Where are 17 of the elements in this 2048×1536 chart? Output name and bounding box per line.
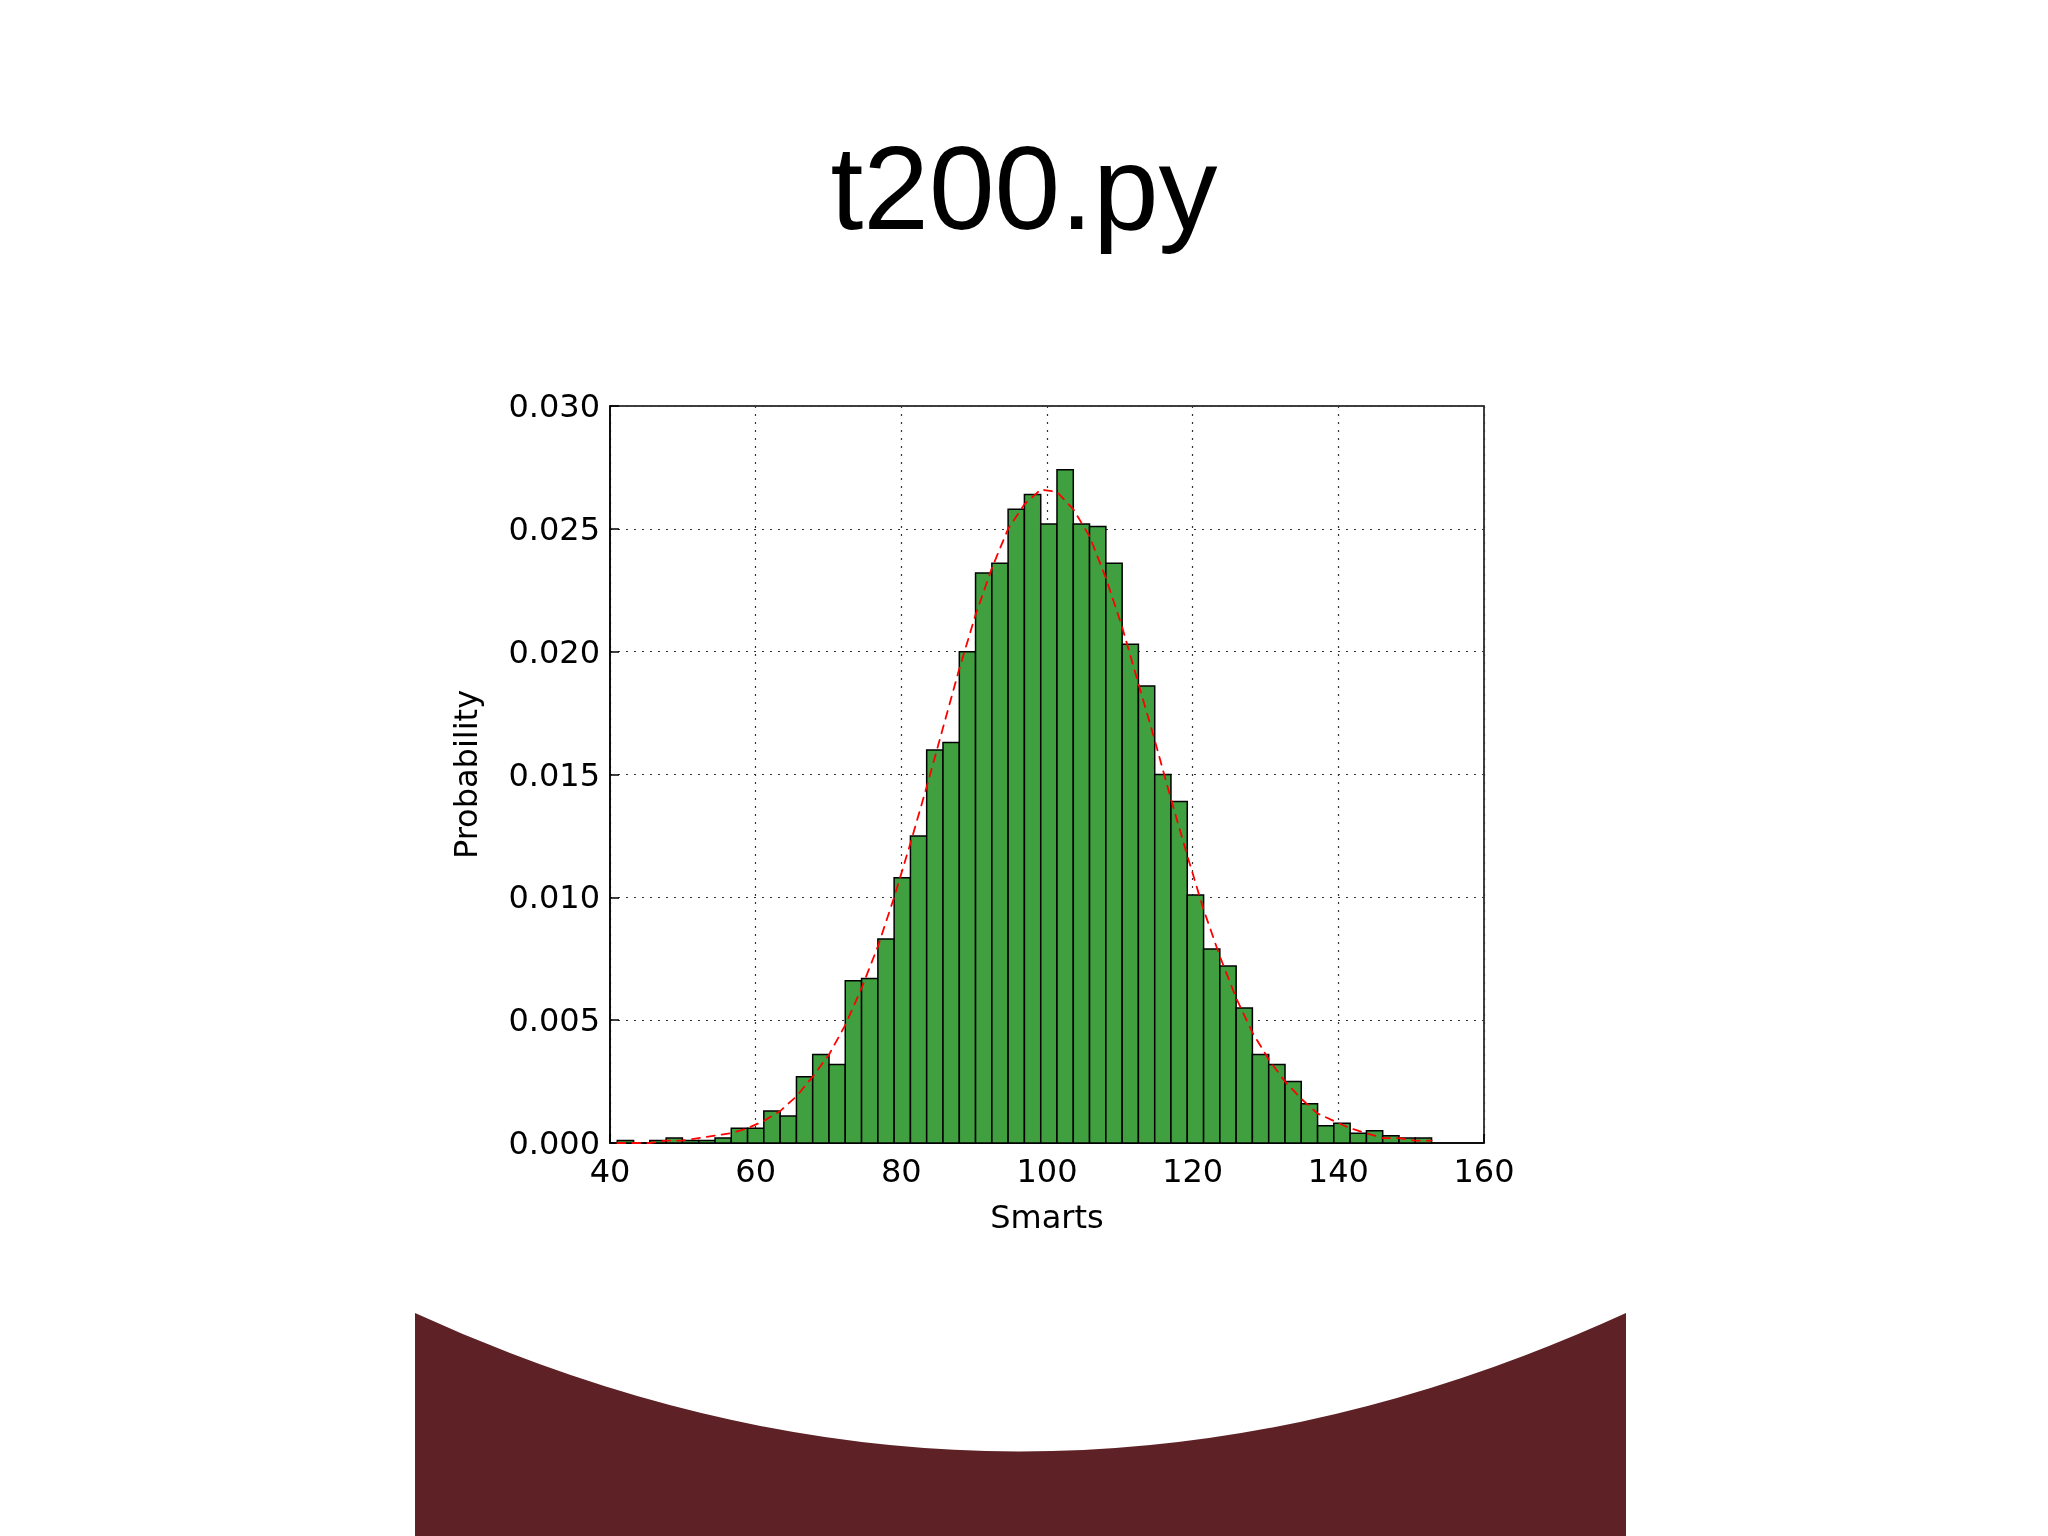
y-tick-label: 0.005	[508, 1001, 600, 1040]
x-tick-label: 80	[880, 1152, 922, 1190]
x-tick-label: 120	[1162, 1152, 1224, 1190]
y-tick-label: 0.030	[508, 387, 600, 425]
x-tick-label: 60	[735, 1152, 777, 1190]
y-tick-label: 0.015	[508, 755, 600, 794]
x-tick-label: 100	[1016, 1152, 1078, 1190]
line-series	[616, 488, 1433, 1144]
chart-title: t200.py	[830, 122, 1218, 254]
x-tick-label: 160	[1453, 1152, 1515, 1190]
y-tick-label: 0.025	[508, 509, 600, 548]
x-tick-label: 140	[1307, 1152, 1369, 1190]
y-tick-label: 0.010	[508, 878, 600, 917]
y-tick-label: 0.020	[508, 632, 600, 671]
y-axis-title: Probability	[447, 689, 485, 860]
y-tick-label: 0.000	[508, 1124, 600, 1162]
x-axis-title: Smarts	[990, 1198, 1104, 1236]
